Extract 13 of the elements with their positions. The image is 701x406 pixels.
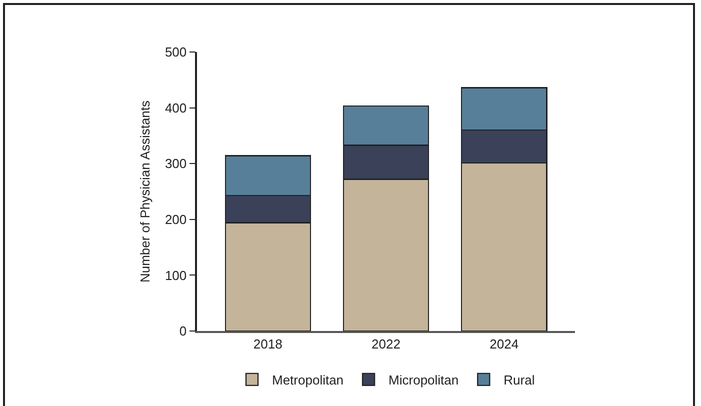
legend-label: Metropolitan xyxy=(272,372,344,388)
y-tick-label: 100 xyxy=(164,268,187,283)
y-axis-title: Number of Physician Assistants xyxy=(137,100,152,283)
legend-label: Rural xyxy=(504,372,535,388)
y-tick-label: 300 xyxy=(164,156,187,172)
y-tick-label: 200 xyxy=(164,212,187,227)
x-tick-label: 2018 xyxy=(253,336,282,352)
x-tick-label: 2024 xyxy=(490,336,519,352)
y-tick-label: 400 xyxy=(164,100,187,116)
y-tick-label: 0 xyxy=(179,324,187,339)
x-tick-label: 2022 xyxy=(372,336,400,352)
legend-label: Micropolitan xyxy=(388,372,459,388)
y-tick-label: 500 xyxy=(164,44,187,60)
